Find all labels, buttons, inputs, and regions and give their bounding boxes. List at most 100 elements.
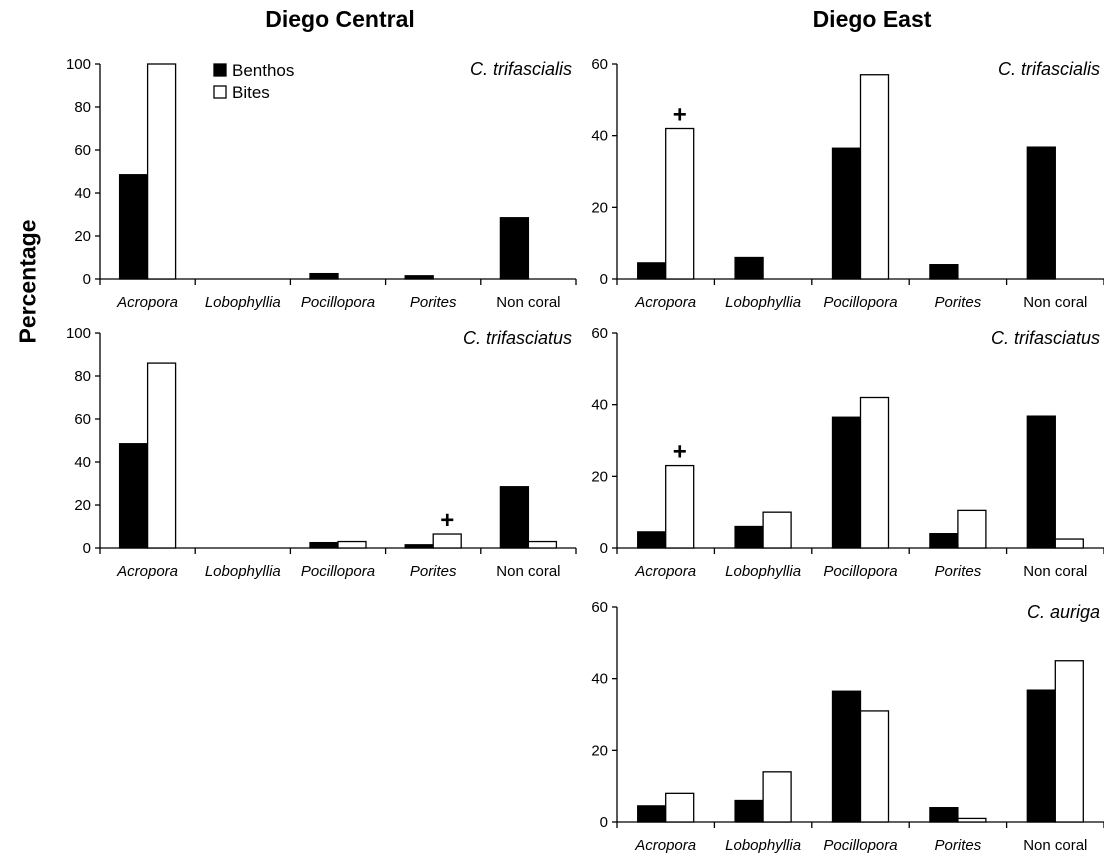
x-tick-label-lobophyllia: Lobophyllia — [725, 563, 801, 580]
legend-swatch-bites — [213, 85, 227, 99]
legend-swatch-benthos — [213, 63, 227, 77]
x-tick-label-non-coral: Non coral — [1023, 294, 1087, 311]
bar-benthos-non-coral — [1026, 689, 1056, 823]
bar-benthos-lobophyllia — [734, 256, 764, 280]
x-tick-label-non-coral: Non coral — [1023, 563, 1087, 580]
bar-benthos-acropora — [118, 174, 149, 280]
y-tick-label: 0 — [83, 271, 91, 288]
bar-benthos-porites — [404, 275, 434, 280]
x-tick-label-porites: Porites — [410, 563, 457, 580]
y-tick-label: 60 — [591, 325, 608, 342]
x-tick-label-lobophyllia: Lobophyllia — [205, 563, 281, 580]
bar-bites-pocillopora — [859, 396, 890, 549]
bar-benthos-lobophyllia — [734, 525, 764, 549]
x-tick-label-porites: Porites — [410, 294, 457, 311]
bar-benthos-non-coral — [1026, 415, 1056, 549]
y-tick-label: 100 — [66, 56, 91, 73]
x-tick-label-non-coral: Non coral — [1023, 837, 1087, 854]
significance-marker: + — [440, 507, 454, 534]
bar-benthos-pocillopora — [831, 416, 862, 549]
chart-panel-2: 0 20 40 60 80 100 Acropora Lobophyllia Pocillopo… — [66, 325, 577, 580]
bar-bites-non-coral — [1054, 538, 1084, 549]
bar-bites-acropora — [665, 792, 695, 823]
bar-benthos-pocillopora — [831, 147, 862, 280]
y-tick-label: 0 — [600, 814, 608, 831]
bar-bites-porites — [957, 817, 987, 823]
bar-benthos-porites — [929, 264, 959, 280]
x-tick-label-pocillopora: Pocillopora — [823, 837, 897, 854]
bar-bites-non-coral — [527, 540, 558, 549]
x-tick-label-porites: Porites — [935, 563, 982, 580]
bar-benthos-pocillopora — [309, 541, 339, 549]
bar-benthos-acropora — [637, 262, 667, 280]
y-tick-label: 20 — [74, 497, 91, 514]
y-tick-label: 0 — [83, 540, 91, 557]
bar-bites-porites — [432, 533, 462, 549]
y-tick-label: 20 — [591, 199, 608, 216]
bar-benthos-non-coral — [1026, 146, 1056, 280]
x-tick-label-lobophyllia: Lobophyllia — [205, 294, 281, 311]
bar-bites-acropora — [146, 63, 177, 280]
x-tick-label-pocillopora: Pocillopora — [823, 563, 897, 580]
x-tick-label-pocillopora: Pocillopora — [301, 563, 375, 580]
y-tick-label: 20 — [74, 228, 91, 245]
bar-bites-acropora — [665, 127, 695, 280]
y-tick-label: 40 — [74, 454, 91, 471]
chart-panel-4: 0 20 40 60 Acropora Lobophyllia Pocillopora Por… — [591, 325, 1104, 580]
bar-bites-pocillopora — [859, 74, 890, 280]
x-tick-label-acropora: Acropora — [116, 294, 178, 311]
bar-bites-porites — [957, 509, 987, 549]
x-tick-label-lobophyllia: Lobophyllia — [725, 837, 801, 854]
bar-benthos-non-coral — [499, 486, 530, 549]
y-tick-label: 40 — [591, 128, 608, 145]
column-title-diego-central: Diego Central — [265, 6, 415, 32]
y-tick-label: 80 — [74, 368, 91, 385]
panel-title: C. trifasciatus — [991, 328, 1100, 348]
panel-title: C. trifascialis — [998, 59, 1100, 79]
bar-bites-acropora — [665, 464, 695, 549]
panel-title: C. trifascialis — [470, 59, 572, 79]
y-tick-label: 100 — [66, 325, 91, 342]
x-tick-label-acropora: Acropora — [634, 837, 696, 854]
significance-marker: + — [673, 102, 687, 129]
x-tick-label-acropora: Acropora — [116, 563, 178, 580]
bar-benthos-pocillopora — [831, 690, 862, 823]
x-tick-label-porites: Porites — [935, 837, 982, 854]
bar-bites-pocillopora — [859, 710, 890, 823]
y-tick-label: 40 — [591, 397, 608, 414]
chart-panel-1: 0 20 40 60 80 100 Acropora Lobophyllia Pocillopo… — [66, 56, 577, 311]
y-tick-label: 60 — [74, 411, 91, 428]
chart-panel-5: 0 20 40 60 Acropora Lobophyllia Pocillopora Por… — [591, 599, 1104, 854]
x-tick-label-non-coral: Non coral — [496, 294, 560, 311]
bar-benthos-non-coral — [499, 217, 530, 280]
x-tick-label-pocillopora: Pocillopora — [823, 294, 897, 311]
bar-bites-pocillopora — [337, 540, 367, 549]
chart-panel-3: 0 20 40 60 Acropora Lobophyllia Pocillopora Por… — [591, 56, 1104, 311]
x-tick-label-non-coral: Non coral — [496, 563, 560, 580]
legend-label-bites: Bites — [232, 83, 270, 102]
bar-benthos-lobophyllia — [734, 799, 764, 823]
y-tick-label: 20 — [591, 468, 608, 485]
panel-title: C. auriga — [1027, 602, 1100, 622]
x-tick-label-pocillopora: Pocillopora — [301, 294, 375, 311]
bar-benthos-acropora — [637, 805, 667, 823]
bar-benthos-pocillopora — [309, 272, 339, 280]
y-tick-label: 20 — [591, 742, 608, 759]
column-title-diego-east: Diego East — [812, 6, 932, 32]
y-tick-label: 0 — [600, 271, 608, 288]
y-tick-label: 40 — [74, 185, 91, 202]
panel-title: C. trifasciatus — [463, 328, 572, 348]
legend-label-benthos: Benthos — [232, 61, 294, 80]
bar-benthos-porites — [929, 533, 959, 549]
bar-bites-lobophyllia — [762, 511, 792, 549]
bar-benthos-acropora — [637, 531, 667, 549]
y-tick-label: 0 — [600, 540, 608, 557]
x-tick-label-lobophyllia: Lobophyllia — [725, 294, 801, 311]
y-tick-label: 40 — [591, 671, 608, 688]
bar-benthos-porites — [404, 544, 434, 549]
x-tick-label-acropora: Acropora — [634, 294, 696, 311]
bar-bites-acropora — [146, 362, 177, 549]
y-tick-label: 60 — [74, 142, 91, 159]
y-tick-label: 80 — [74, 99, 91, 116]
y-tick-label: 60 — [591, 56, 608, 73]
